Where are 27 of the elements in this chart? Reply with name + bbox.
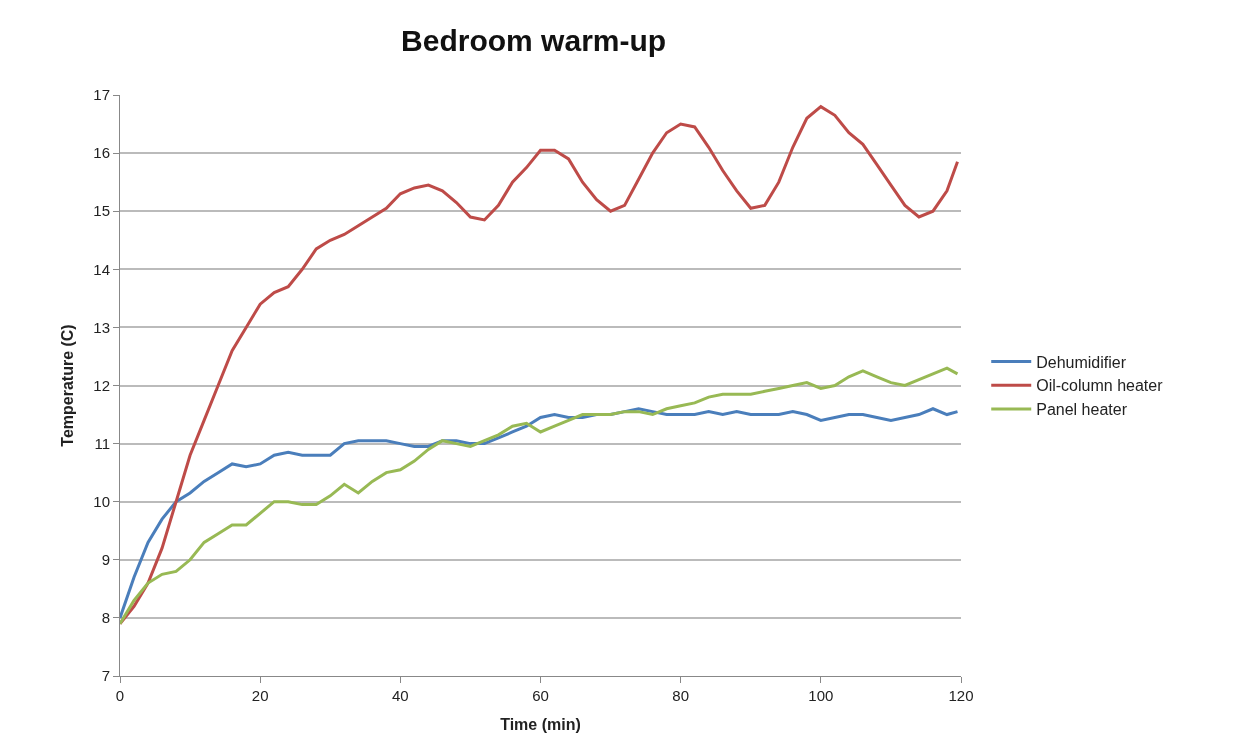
y-tick-label: 16 — [93, 144, 110, 162]
y-axis-title: Temperature (C) — [59, 324, 77, 447]
y-tick-label: 10 — [93, 492, 110, 510]
x-tick-label: 80 — [672, 687, 690, 704]
chart-title: Bedroom warm-up — [401, 24, 667, 58]
line-series — [120, 407, 959, 620]
line-series — [120, 105, 959, 626]
x-tick-label: 100 — [808, 687, 834, 704]
y-tick-label: 14 — [93, 260, 110, 278]
y-tick-label: 12 — [93, 376, 110, 394]
line-series — [120, 366, 959, 626]
legend-label: Dehumidifier — [1036, 353, 1127, 371]
x-tick-label: 0 — [115, 687, 125, 704]
x-tick-label: 20 — [251, 687, 269, 704]
legend-label: Panel heater — [1036, 401, 1128, 419]
y-tick-label: 9 — [101, 551, 110, 569]
y-tick-label: 7 — [101, 667, 110, 685]
y-tick-label: 15 — [93, 202, 110, 220]
y-tick-label: 8 — [101, 609, 110, 627]
y-tick-label: 13 — [93, 318, 110, 336]
x-tick-label: 40 — [391, 687, 409, 704]
y-tick-label: 11 — [94, 434, 110, 452]
x-tick-label: 60 — [532, 687, 549, 704]
legend-label: Oil-column heater — [1036, 377, 1164, 395]
x-axis-title: Time (min) — [500, 715, 581, 733]
x-tick-label: 120 — [948, 687, 974, 704]
y-tick-label: 17 — [93, 86, 110, 104]
